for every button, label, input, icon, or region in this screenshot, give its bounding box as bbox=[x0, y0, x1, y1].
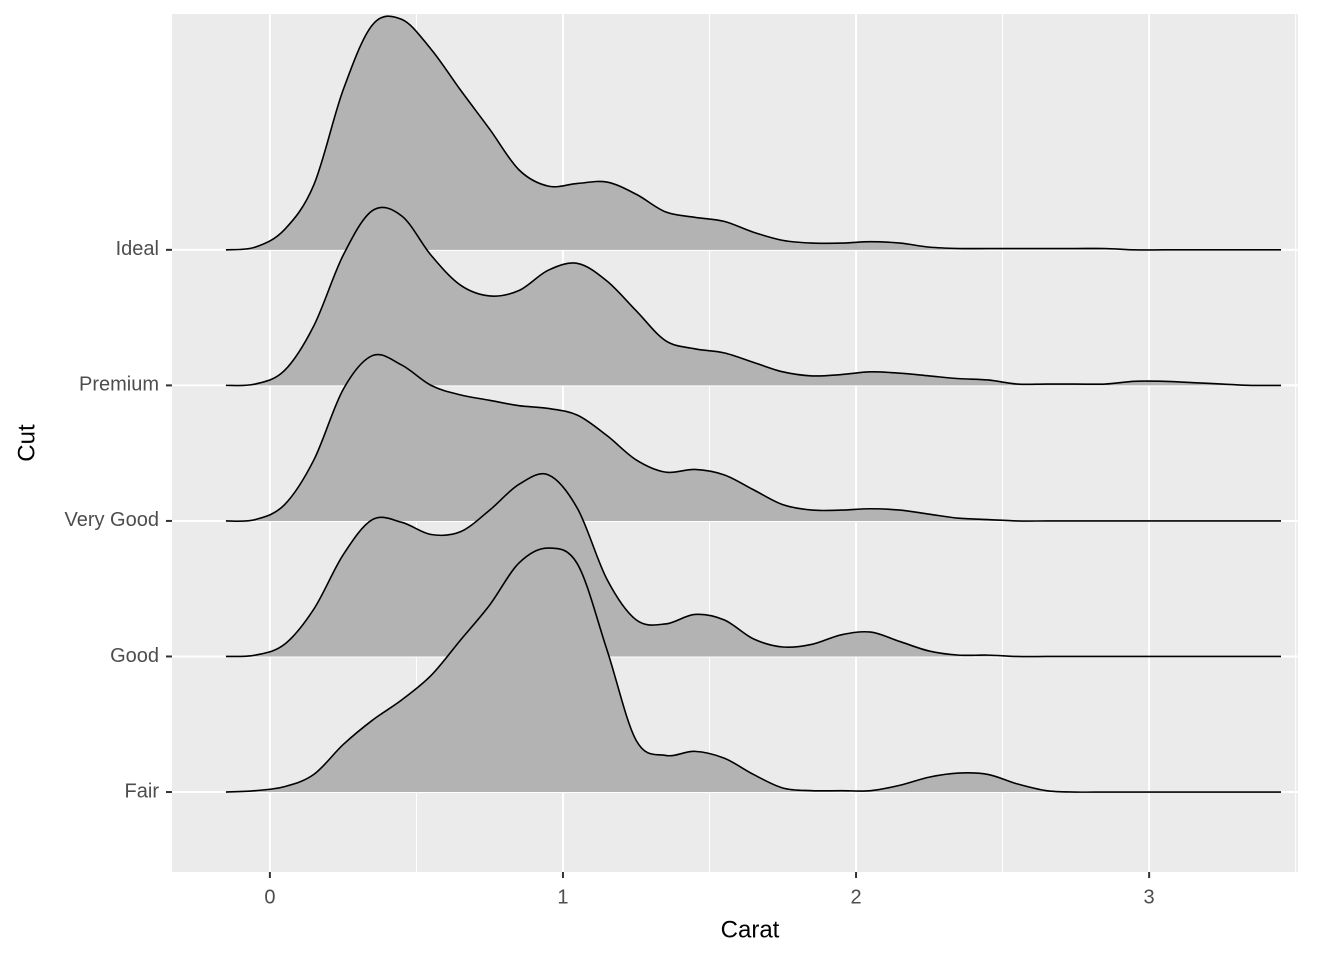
y-axis-title: Cut bbox=[13, 424, 40, 462]
y-tick-label: Good bbox=[110, 645, 159, 667]
x-tick-label: 3 bbox=[1144, 886, 1155, 908]
ridge-line bbox=[225, 472, 1281, 658]
ridge-line bbox=[225, 15, 1281, 251]
y-tick-label: Ideal bbox=[116, 238, 159, 260]
x-tick-label: 2 bbox=[850, 886, 861, 908]
ridge-area bbox=[225, 548, 1282, 793]
y-tick-label: Very Good bbox=[64, 509, 159, 531]
ridge-area bbox=[225, 16, 1282, 250]
ridge-line bbox=[225, 547, 1281, 793]
ridge-line bbox=[225, 353, 1281, 522]
ridges bbox=[225, 15, 1282, 793]
axes: 0 1 2 3 Fair Good Very Good Premium Ideal bbox=[64, 238, 1154, 908]
y-tick-label: Fair bbox=[125, 780, 160, 802]
ridge-area bbox=[225, 354, 1282, 522]
ridge-line bbox=[225, 206, 1282, 387]
x-tick-label: 1 bbox=[557, 886, 568, 908]
y-tick-label: Premium bbox=[79, 374, 159, 396]
x-tick-label: 0 bbox=[264, 886, 275, 908]
ridge-area bbox=[225, 207, 1282, 386]
x-axis-title: Carat bbox=[721, 916, 780, 943]
